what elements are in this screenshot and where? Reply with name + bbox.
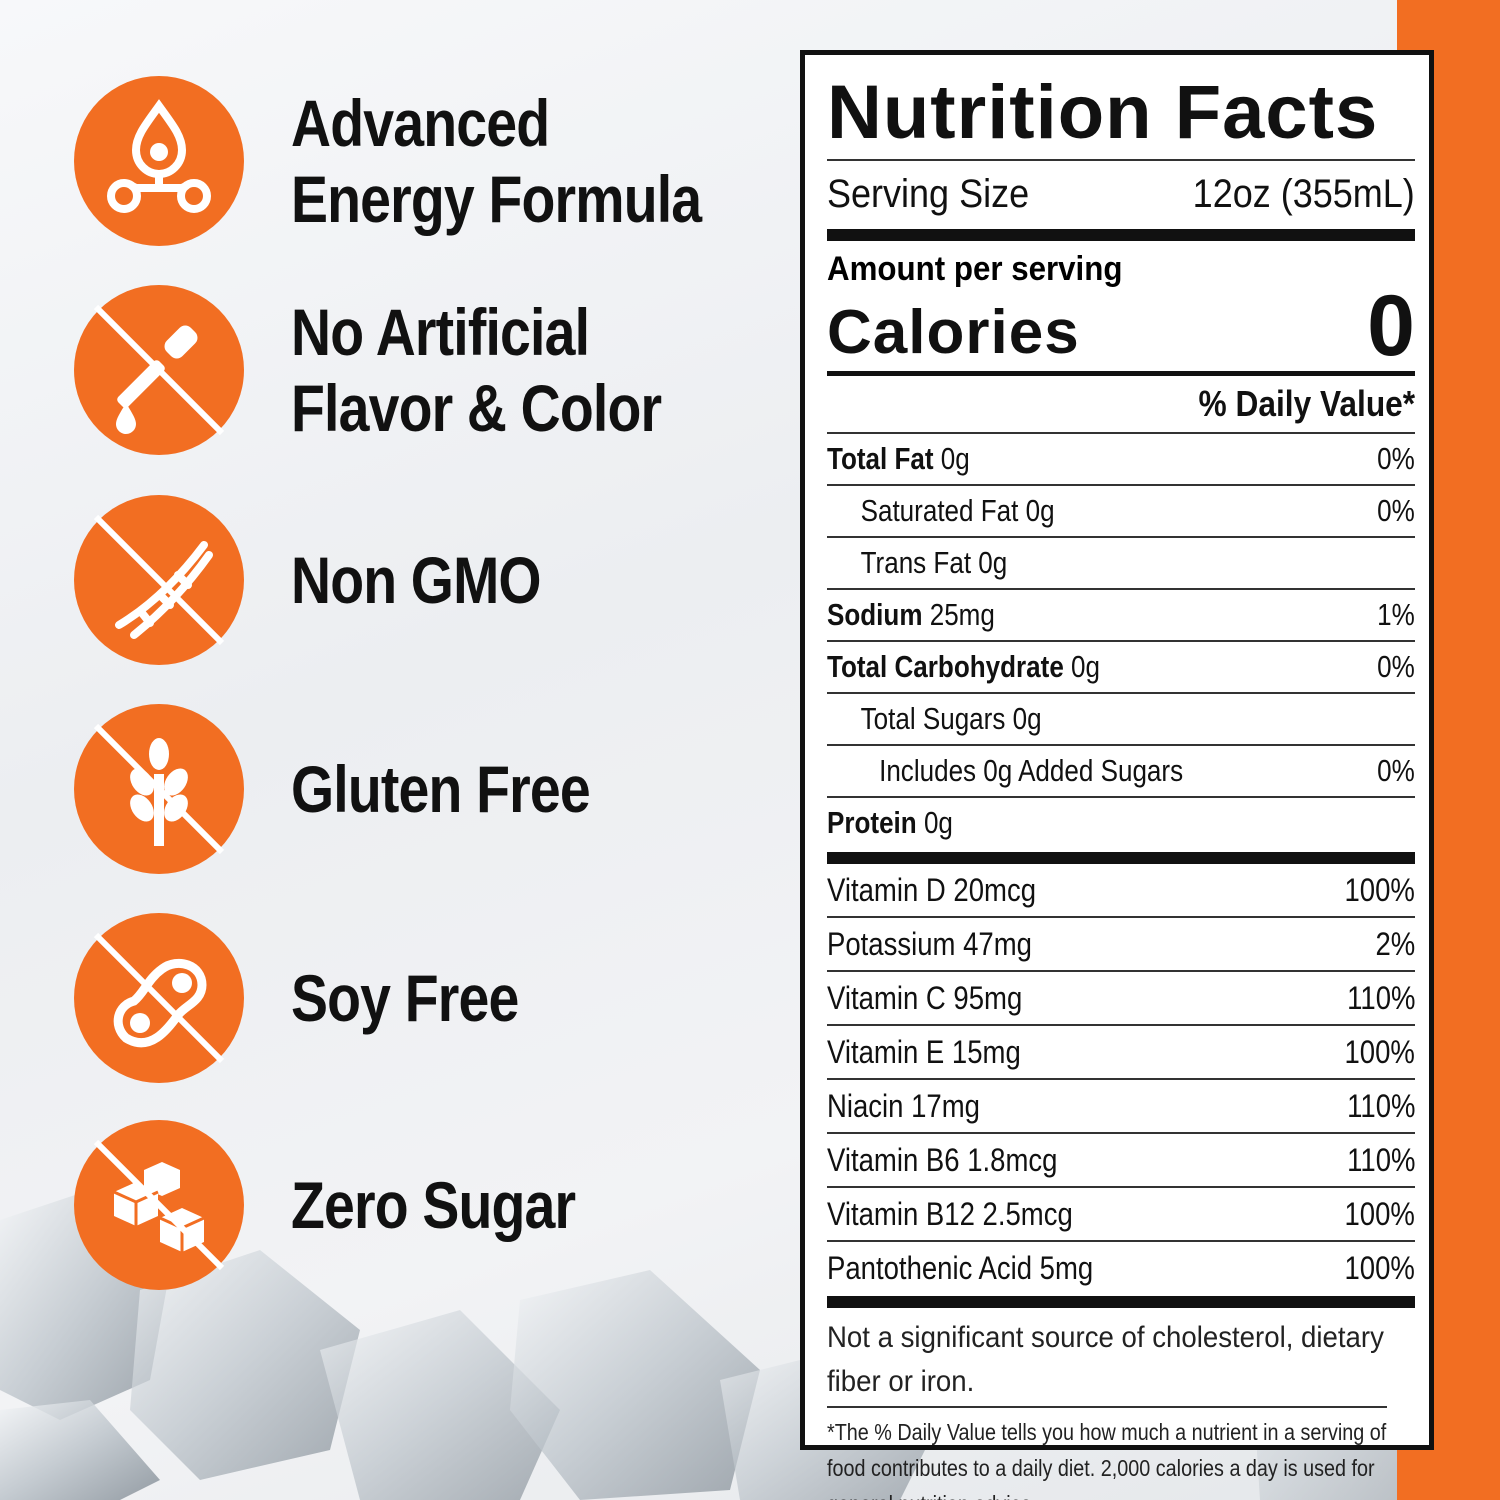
serving-size-label: Serving Size (827, 172, 1030, 216)
nutrient-label: Protein 0g (827, 805, 953, 841)
vitamin-row: Vitamin B12 2.5mcg 100% (827, 1188, 1415, 1240)
nutrient-daily-value: 0% (1377, 493, 1415, 528)
nutrient-label: Total Sugars 0g (827, 701, 1042, 737)
no-dna-icon (74, 495, 244, 665)
nutrient-name: Protein (827, 805, 917, 840)
feature-advanced-energy: Advanced Energy Formula (74, 76, 774, 246)
footnote-daily-value: *The % Daily Value tells you how much a … (827, 1419, 1387, 1500)
nutrient-amount: Total Sugars 0g (860, 701, 1042, 736)
nutrient-amount: 25mg (922, 597, 995, 632)
feature-line: No Artificial (291, 295, 590, 369)
vitamin-daily-value: 110% (1346, 1087, 1415, 1124)
no-wheat-icon (74, 704, 244, 874)
vitamin-label: Vitamin E 15mg (827, 1033, 1021, 1070)
no-dropper-icon (74, 285, 244, 455)
feature-no-artificial: No Artificial Flavor & Color (74, 285, 774, 455)
nutrient-row: Total Fat 0g 0% (827, 434, 1415, 484)
vitamin-row: Vitamin C 95mg 110% (827, 972, 1415, 1024)
nutrient-row: Saturated Fat 0g 0% (827, 486, 1415, 536)
vitamin-daily-value: 110% (1346, 979, 1415, 1016)
vitamin-daily-value: 100% (1344, 1033, 1415, 1070)
vitamin-row: Potassium 47mg 2% (827, 918, 1415, 970)
nutrient-amount: 0g (916, 805, 953, 840)
nutrient-amount: 0g (1063, 649, 1101, 684)
serving-size-row: Serving Size 12oz (355mL) (827, 161, 1415, 223)
nutrient-row: Trans Fat 0g (827, 538, 1415, 588)
feature-line: Non GMO (291, 543, 542, 617)
nutrient-name: Total Fat (827, 441, 934, 476)
vitamin-row: Pantothenic Acid 5mg 100% (827, 1242, 1415, 1294)
no-sugar-cubes-icon (74, 1120, 244, 1290)
molecule-drop-icon (74, 76, 244, 246)
nutrient-amount: Includes 0g Added Sugars (879, 753, 1184, 788)
daily-value-header: % Daily Value* (827, 376, 1415, 432)
nutrient-amount: 0g (933, 441, 970, 476)
vitamin-row: Niacin 17mg 110% (827, 1080, 1415, 1132)
nutrition-facts-title: Nutrition Facts (827, 70, 1379, 155)
feature-line: Soy Free (291, 961, 519, 1035)
feature-zero-sugar: Zero Sugar (74, 1120, 774, 1290)
nutrient-name: Sodium (827, 597, 923, 632)
nutrient-label: Sodium 25mg (827, 597, 995, 633)
nutrient-row: Protein 0g (827, 798, 1415, 848)
feature-line: Zero Sugar (291, 1168, 576, 1242)
vitamin-daily-value: 100% (1344, 1195, 1415, 1232)
vitamin-row: Vitamin B6 1.8mcg 110% (827, 1134, 1415, 1186)
vitamin-label: Niacin 17mg (827, 1087, 980, 1124)
vitamin-row: Vitamin E 15mg 100% (827, 1026, 1415, 1078)
nutrition-facts-panel: Nutrition Facts Serving Size 12oz (355mL… (800, 50, 1434, 1500)
feature-soy-free: Soy Free (74, 913, 774, 1083)
calories-value: 0 (1367, 278, 1415, 374)
nutrient-amount: Trans Fat 0g (860, 545, 1008, 580)
feature-non-gmo: Non GMO (74, 495, 774, 665)
nutrient-rows: Total Fat 0g 0% Saturated Fat 0g 0% Trans Fa… (827, 434, 1415, 848)
nutrient-daily-value: 0% (1377, 649, 1415, 684)
feature-line: Energy Formula (291, 162, 702, 236)
nutrient-row: Sodium 25mg 1% (827, 590, 1415, 640)
vitamin-label: Vitamin B12 2.5mcg (827, 1195, 1073, 1232)
calories-row: Calories 0 (827, 278, 1415, 374)
amount-per-serving-label: Amount per serving (827, 250, 1123, 288)
nutrient-label: Includes 0g Added Sugars (827, 753, 1183, 789)
nutrient-row: Total Sugars 0g (827, 694, 1415, 744)
nutrient-label: Trans Fat 0g (827, 545, 1008, 581)
nutrient-label: Total Carbohydrate 0g (827, 649, 1100, 685)
serving-size-value: 12oz (355mL) (1192, 172, 1415, 216)
footnote-not-significant: Not a significant source of cholesterol,… (827, 1321, 1384, 1398)
nutrient-amount: Saturated Fat 0g (860, 493, 1055, 528)
nutrient-label: Saturated Fat 0g (827, 493, 1055, 529)
vitamin-rows: Vitamin D 20mcg 100% Potassium 47mg 2% Vitam… (827, 864, 1415, 1294)
vitamin-daily-value: 100% (1344, 871, 1415, 908)
vitamin-label: Vitamin D 20mcg (827, 871, 1037, 908)
vitamin-label: Pantothenic Acid 5mg (827, 1249, 1094, 1286)
vitamin-row: Vitamin D 20mcg 100% (827, 864, 1415, 916)
nutrient-daily-value: 0% (1377, 753, 1415, 788)
vitamin-daily-value: 2% (1375, 925, 1415, 962)
no-soy-icon (74, 913, 244, 1083)
calories-label: Calories (827, 298, 1080, 367)
feature-line: Gluten Free (291, 752, 591, 826)
nutrient-daily-value: 1% (1377, 597, 1415, 632)
nutrient-row: Includes 0g Added Sugars 0% (827, 746, 1415, 796)
nutrient-label: Total Fat 0g (827, 441, 970, 477)
nutrient-name: Total Carbohydrate (827, 649, 1064, 684)
vitamin-label: Vitamin C 95mg (827, 979, 1023, 1016)
nutrient-daily-value: 0% (1377, 441, 1415, 476)
vitamin-daily-value: 100% (1344, 1249, 1415, 1286)
vitamin-label: Potassium 47mg (827, 925, 1032, 962)
vitamin-daily-value: 110% (1346, 1141, 1415, 1178)
vitamin-label: Vitamin B6 1.8mcg (827, 1141, 1058, 1178)
daily-value-header-text: % Daily Value* (1198, 383, 1415, 424)
feature-line: Advanced (291, 86, 550, 160)
feature-line: Flavor & Color (291, 371, 662, 445)
feature-gluten-free: Gluten Free (74, 704, 774, 874)
nutrient-row: Total Carbohydrate 0g 0% (827, 642, 1415, 692)
